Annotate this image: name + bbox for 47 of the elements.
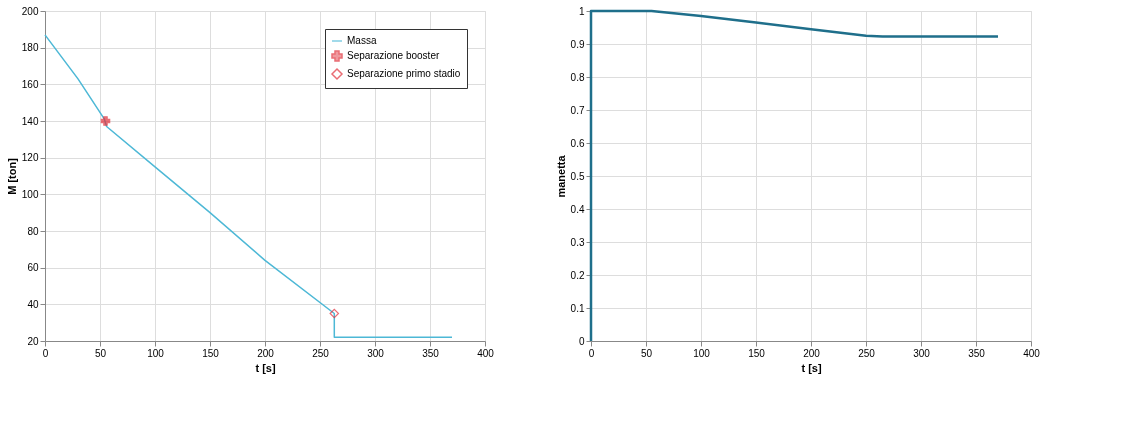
x-tick-label: 350 <box>968 347 986 359</box>
x-tick-label: 50 <box>640 347 653 359</box>
y-tick-label: 80 <box>27 225 39 237</box>
x-tick-label: 350 <box>422 347 440 359</box>
x-tick-label: 150 <box>202 347 220 359</box>
y-tick-label: 60 <box>27 262 39 274</box>
y-tick-label: 0.6 <box>570 137 585 149</box>
y-tick-label: 180 <box>21 42 39 54</box>
x-axis-title: t [s] <box>801 361 822 374</box>
x-tick-label: 100 <box>693 347 711 359</box>
y-tick-label: 1 <box>578 5 585 17</box>
x-tick-label: 0 <box>42 347 49 359</box>
y-tick-label: 20 <box>27 335 39 347</box>
y-tick-label: 200 <box>21 5 39 17</box>
line-series <box>589 9 1000 343</box>
legend-label: Separazione primo stadio <box>347 68 461 79</box>
x-tick-label: 50 <box>94 347 107 359</box>
legend-label: Separazione booster <box>347 50 440 61</box>
x-tick-label: 250 <box>858 347 876 359</box>
y-tick-label: 120 <box>21 152 39 164</box>
y-tick-label: 0.3 <box>570 236 585 248</box>
x-tick-label: 100 <box>147 347 165 359</box>
x-tick-label: 250 <box>312 347 330 359</box>
y-tick-label: 0 <box>578 335 585 347</box>
legend-label: Massa <box>347 35 377 46</box>
x-tick-label: 400 <box>1023 347 1041 359</box>
x-tick-label: 150 <box>748 347 766 359</box>
y-axis-title: M [ton] <box>5 157 18 195</box>
y-tick-label: 0.5 <box>570 170 585 182</box>
y-tick-label: 100 <box>21 188 39 200</box>
x-tick-label: 300 <box>367 347 385 359</box>
y-tick-label: 0.4 <box>570 203 585 215</box>
y-tick-label: 0.7 <box>570 104 585 116</box>
x-tick-label: 400 <box>477 347 495 359</box>
y-tick-label: 140 <box>21 115 39 127</box>
y-tick-label: 160 <box>21 78 39 90</box>
y-tick-label: 40 <box>27 298 39 310</box>
x-tick-label: 0 <box>588 347 595 359</box>
x-tick-label: 200 <box>257 347 275 359</box>
y-tick-label: 0.9 <box>570 38 585 50</box>
y-tick-label: 0.1 <box>570 302 585 314</box>
y-tick-label: 0.2 <box>570 269 585 281</box>
x-tick-label: 200 <box>803 347 821 359</box>
x-axis-title: t [s] <box>255 361 276 374</box>
x-tick-label: 300 <box>913 347 931 359</box>
y-axis-title: manetta <box>554 154 567 198</box>
y-tick-label: 0.8 <box>570 71 585 83</box>
